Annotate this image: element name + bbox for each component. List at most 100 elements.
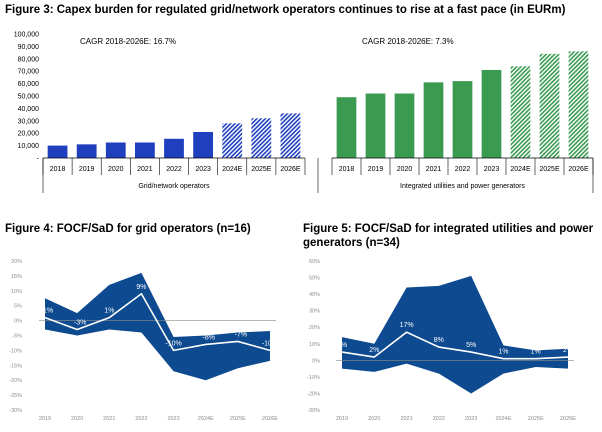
- x-tick-label: 2024E: [198, 416, 214, 422]
- x-tick-label: 2024E: [222, 166, 243, 173]
- y-tick-label: -10%: [9, 348, 22, 354]
- median-value-label: 5%: [466, 342, 476, 349]
- y-tick-label: -5%: [12, 334, 22, 340]
- x-tick-label: 2023: [484, 166, 500, 173]
- y-tick-label: 0%: [14, 319, 22, 325]
- bar: [539, 53, 560, 159]
- bar: [193, 131, 214, 158]
- figure3-bar-chart: 100,000 90,000 80,000 70,000 60,000 50,000 40,…: [14, 32, 594, 193]
- bar: [394, 93, 415, 158]
- bar: [423, 82, 444, 158]
- x-tick-label: 2022: [455, 166, 471, 173]
- x-tick-label: 2025E: [539, 166, 560, 173]
- y-tick-label: 0%: [312, 358, 320, 364]
- median-value-label: 5%: [337, 342, 347, 349]
- bar: [222, 123, 243, 158]
- y-tick-label: 50%: [309, 276, 320, 282]
- bar: [280, 113, 301, 158]
- y-tick-label: 40%: [309, 292, 320, 298]
- x-tick-label: 2019: [336, 416, 348, 422]
- bar: [365, 93, 386, 158]
- x-tick-label: 2026E: [280, 166, 301, 173]
- cagr-label: CAGR 2018-2026E: 7.3%: [362, 37, 454, 46]
- y-tick-label: 90,000: [18, 44, 40, 51]
- median-value-label: -7%: [235, 331, 247, 338]
- y-tick-label: 20%: [309, 325, 320, 331]
- y-tick-label: 5%: [14, 304, 22, 310]
- y-tick-label: -30%: [307, 408, 320, 414]
- median-value-label: 17%: [400, 322, 414, 329]
- x-tick-label: 2025E: [251, 166, 272, 173]
- median-value-label: 9%: [136, 284, 146, 291]
- median-value-label: 1%: [498, 349, 508, 356]
- bar: [47, 145, 68, 158]
- y-tick-label: 60,000: [18, 81, 40, 88]
- y-tick-label: -: [37, 156, 40, 163]
- figure4-area-chart: 20% 15% 10% 5% 0% -5% -10% -15% -20% -25% -30% 2019…: [9, 259, 278, 422]
- y-tick-label: 10%: [11, 289, 22, 295]
- median-value-label: -3%: [74, 320, 86, 327]
- median-value-label: -8%: [202, 334, 214, 341]
- x-tick-label: 2020: [71, 416, 83, 422]
- bar: [452, 81, 473, 158]
- bar: [481, 69, 502, 158]
- bar: [134, 142, 155, 158]
- bar: [510, 66, 531, 158]
- x-tick-label: 2018: [339, 166, 355, 173]
- median-value-label: 8%: [434, 337, 444, 344]
- x-tick-label: 2022: [166, 166, 182, 173]
- median-value-label: 2%: [563, 347, 573, 354]
- x-tick-label: 2021: [137, 166, 153, 173]
- y-tick-label: 70,000: [18, 69, 40, 76]
- median-line: [44, 292, 271, 352]
- figure3-title: Figure 3: Capex burden for regulated gri…: [5, 4, 566, 16]
- y-tick-label: 30%: [309, 309, 320, 315]
- figure5-title: Figure 5: FOCF/SaD for integrated utilit…: [303, 223, 594, 249]
- y-tick-label: 100,000: [14, 32, 39, 39]
- y-tick-label: -20%: [307, 391, 320, 397]
- median-value-label: 2%: [369, 347, 379, 354]
- x-tick-label: 2021: [426, 166, 442, 173]
- y-tick-label: 20,000: [18, 131, 40, 138]
- x-tick-label: 2020: [368, 416, 380, 422]
- x-tick-label: 2023: [465, 416, 477, 422]
- x-tick-label: 2020: [108, 166, 124, 173]
- y-tick-label: -25%: [9, 393, 22, 399]
- y-tick-label: 20%: [11, 259, 22, 265]
- cagr-label: CAGR 2018-2026E: 16.7%: [80, 37, 176, 46]
- y-tick-label: 50,000: [18, 94, 40, 101]
- x-tick-label: 2026E: [568, 166, 589, 173]
- median-value-label: -10%: [262, 340, 278, 347]
- x-tick-label: 2024E: [510, 166, 531, 173]
- x-tick-label: 2018: [50, 166, 66, 173]
- x-tick-label: 2020: [397, 166, 413, 173]
- y-tick-label: -20%: [9, 378, 22, 384]
- y-tick-label: -10%: [307, 375, 320, 381]
- y-tick-label: 40,000: [18, 106, 40, 113]
- median-line: [341, 331, 569, 360]
- bar: [164, 138, 184, 158]
- x-tick-label: 2019: [39, 416, 51, 422]
- min-max-band: [342, 275, 568, 394]
- y-tick-label: 80,000: [18, 56, 40, 63]
- y-tick-label: 15%: [11, 274, 22, 280]
- y-tick-label: -15%: [9, 363, 22, 369]
- x-tick-label: 2023: [167, 416, 179, 422]
- median-value-label: 1%: [104, 308, 114, 315]
- median-value-label: 1%: [43, 308, 53, 315]
- x-tick-label: 2025E: [230, 416, 246, 422]
- y-tick-label: 10%: [309, 342, 320, 348]
- x-tick-label: 2019: [79, 166, 95, 173]
- x-tick-label: 2024E: [495, 416, 511, 422]
- x-tick-label: 2019: [368, 166, 384, 173]
- x-tick-label: 2023: [195, 166, 211, 173]
- bar: [568, 51, 589, 158]
- figure5-area-chart: 60% 50% 40% 30% 20% 10% 0% -10% -20% -30% 2019 2020…: [307, 259, 576, 422]
- median-value-label: 1%: [531, 349, 541, 356]
- x-tick-label: 2026E: [262, 416, 278, 422]
- min-max-band: [45, 272, 270, 381]
- x-tick-label: 2022: [433, 416, 445, 422]
- x-tick-label: 2025E: [528, 416, 544, 422]
- bar: [76, 144, 97, 158]
- y-tick-label: 60%: [309, 259, 320, 265]
